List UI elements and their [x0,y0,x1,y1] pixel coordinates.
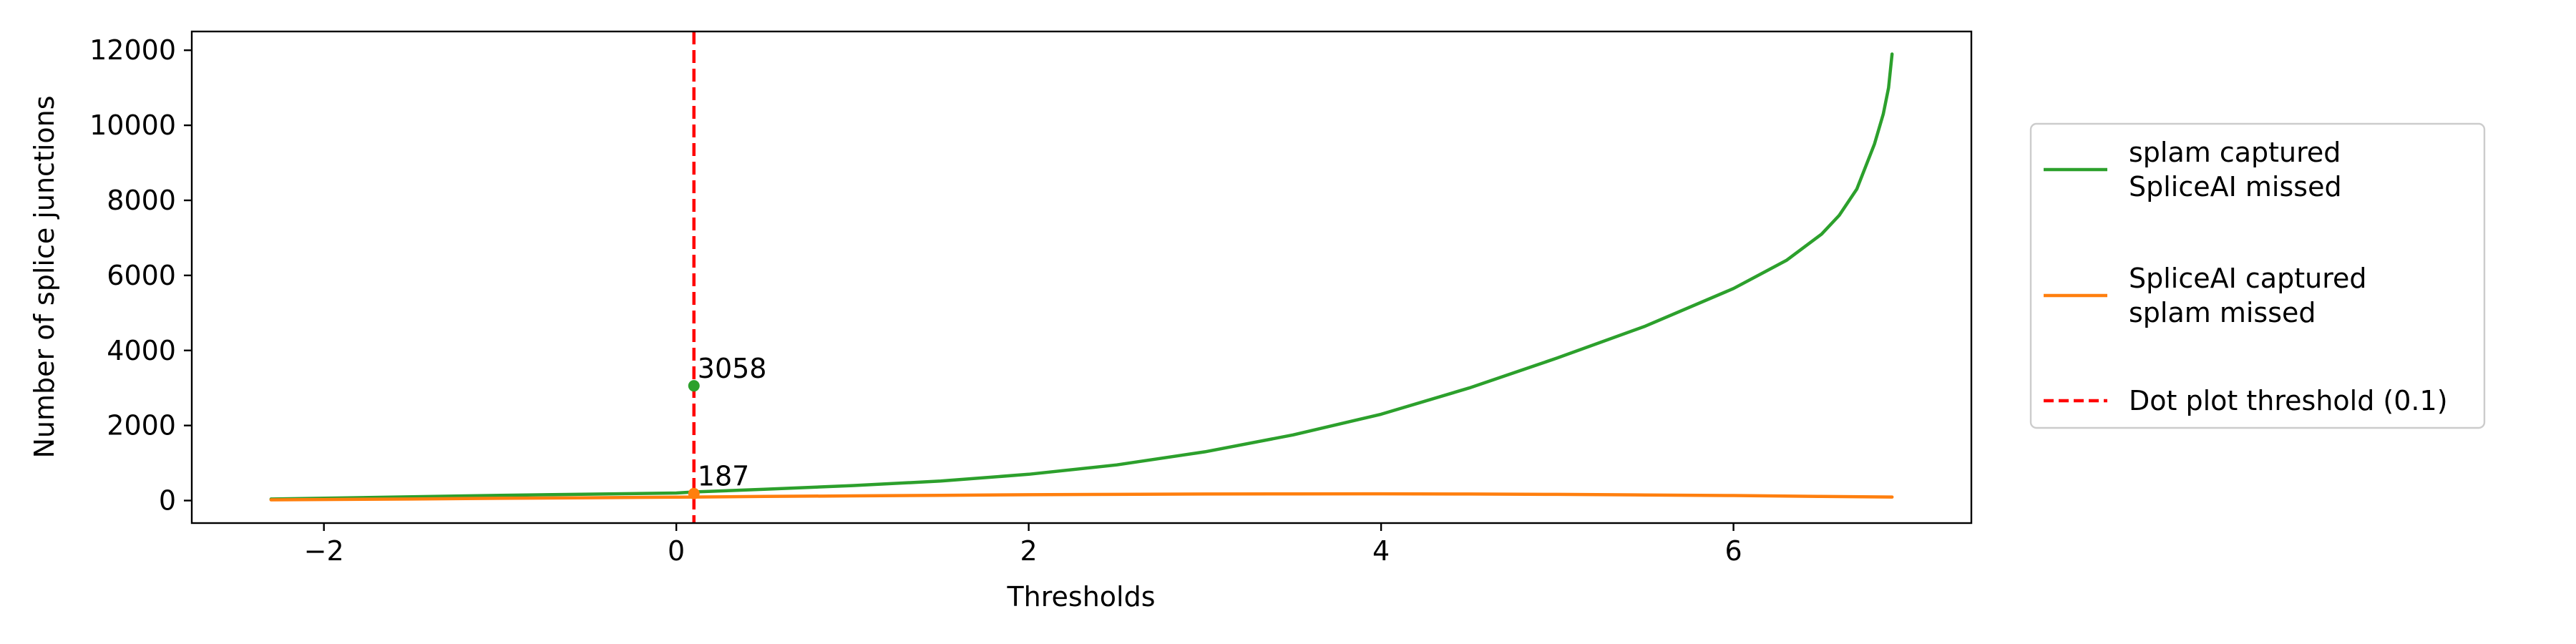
legend-label-3: Dot plot threshold (0.1) [2129,385,2448,416]
y-tick-label: 10000 [89,109,176,141]
plot-frame [190,30,1973,525]
annotation-label-2: 187 [698,461,750,492]
y-tick-label: 4000 [107,335,176,366]
y-tick-label: 2000 [107,410,176,441]
x-tick-label: 6 [1724,535,1742,567]
annotation-point-1 [688,380,700,392]
series-line-1 [269,52,1894,501]
legend-label-1: splam captured SpliceAI missed [2129,137,2342,203]
y-axis-label: Number of splice junctions [29,95,60,458]
legend-label-2: SpliceAI captured splam missed [2129,263,2366,328]
legend: splam captured SpliceAI missed SpliceAI ca… [2029,122,2486,429]
series-line-2 [269,492,1894,502]
x-tick-label: −2 [304,535,344,567]
plot-area-background [192,31,1971,523]
series-layer [269,52,1894,502]
x-tick-label: 2 [1020,535,1038,567]
legend-frame [2029,122,2486,429]
y-tick-label: 6000 [107,260,176,291]
annotation-label-1: 3058 [698,353,767,384]
x-tick-label: 4 [1372,535,1390,567]
x-tick-label: 0 [668,535,685,567]
y-tick-label: 0 [159,485,176,517]
x-axis: −2 0 2 4 6 [304,523,1742,567]
y-tick-label: 12000 [89,34,176,66]
annotation-point-2 [688,487,700,499]
y-tick-label: 8000 [107,185,176,216]
x-axis-label: Thresholds [1006,581,1155,613]
y-axis: 0 2000 4000 6000 8000 10000 12000 [89,34,192,517]
annotation-layer: 3058 187 [688,353,767,499]
